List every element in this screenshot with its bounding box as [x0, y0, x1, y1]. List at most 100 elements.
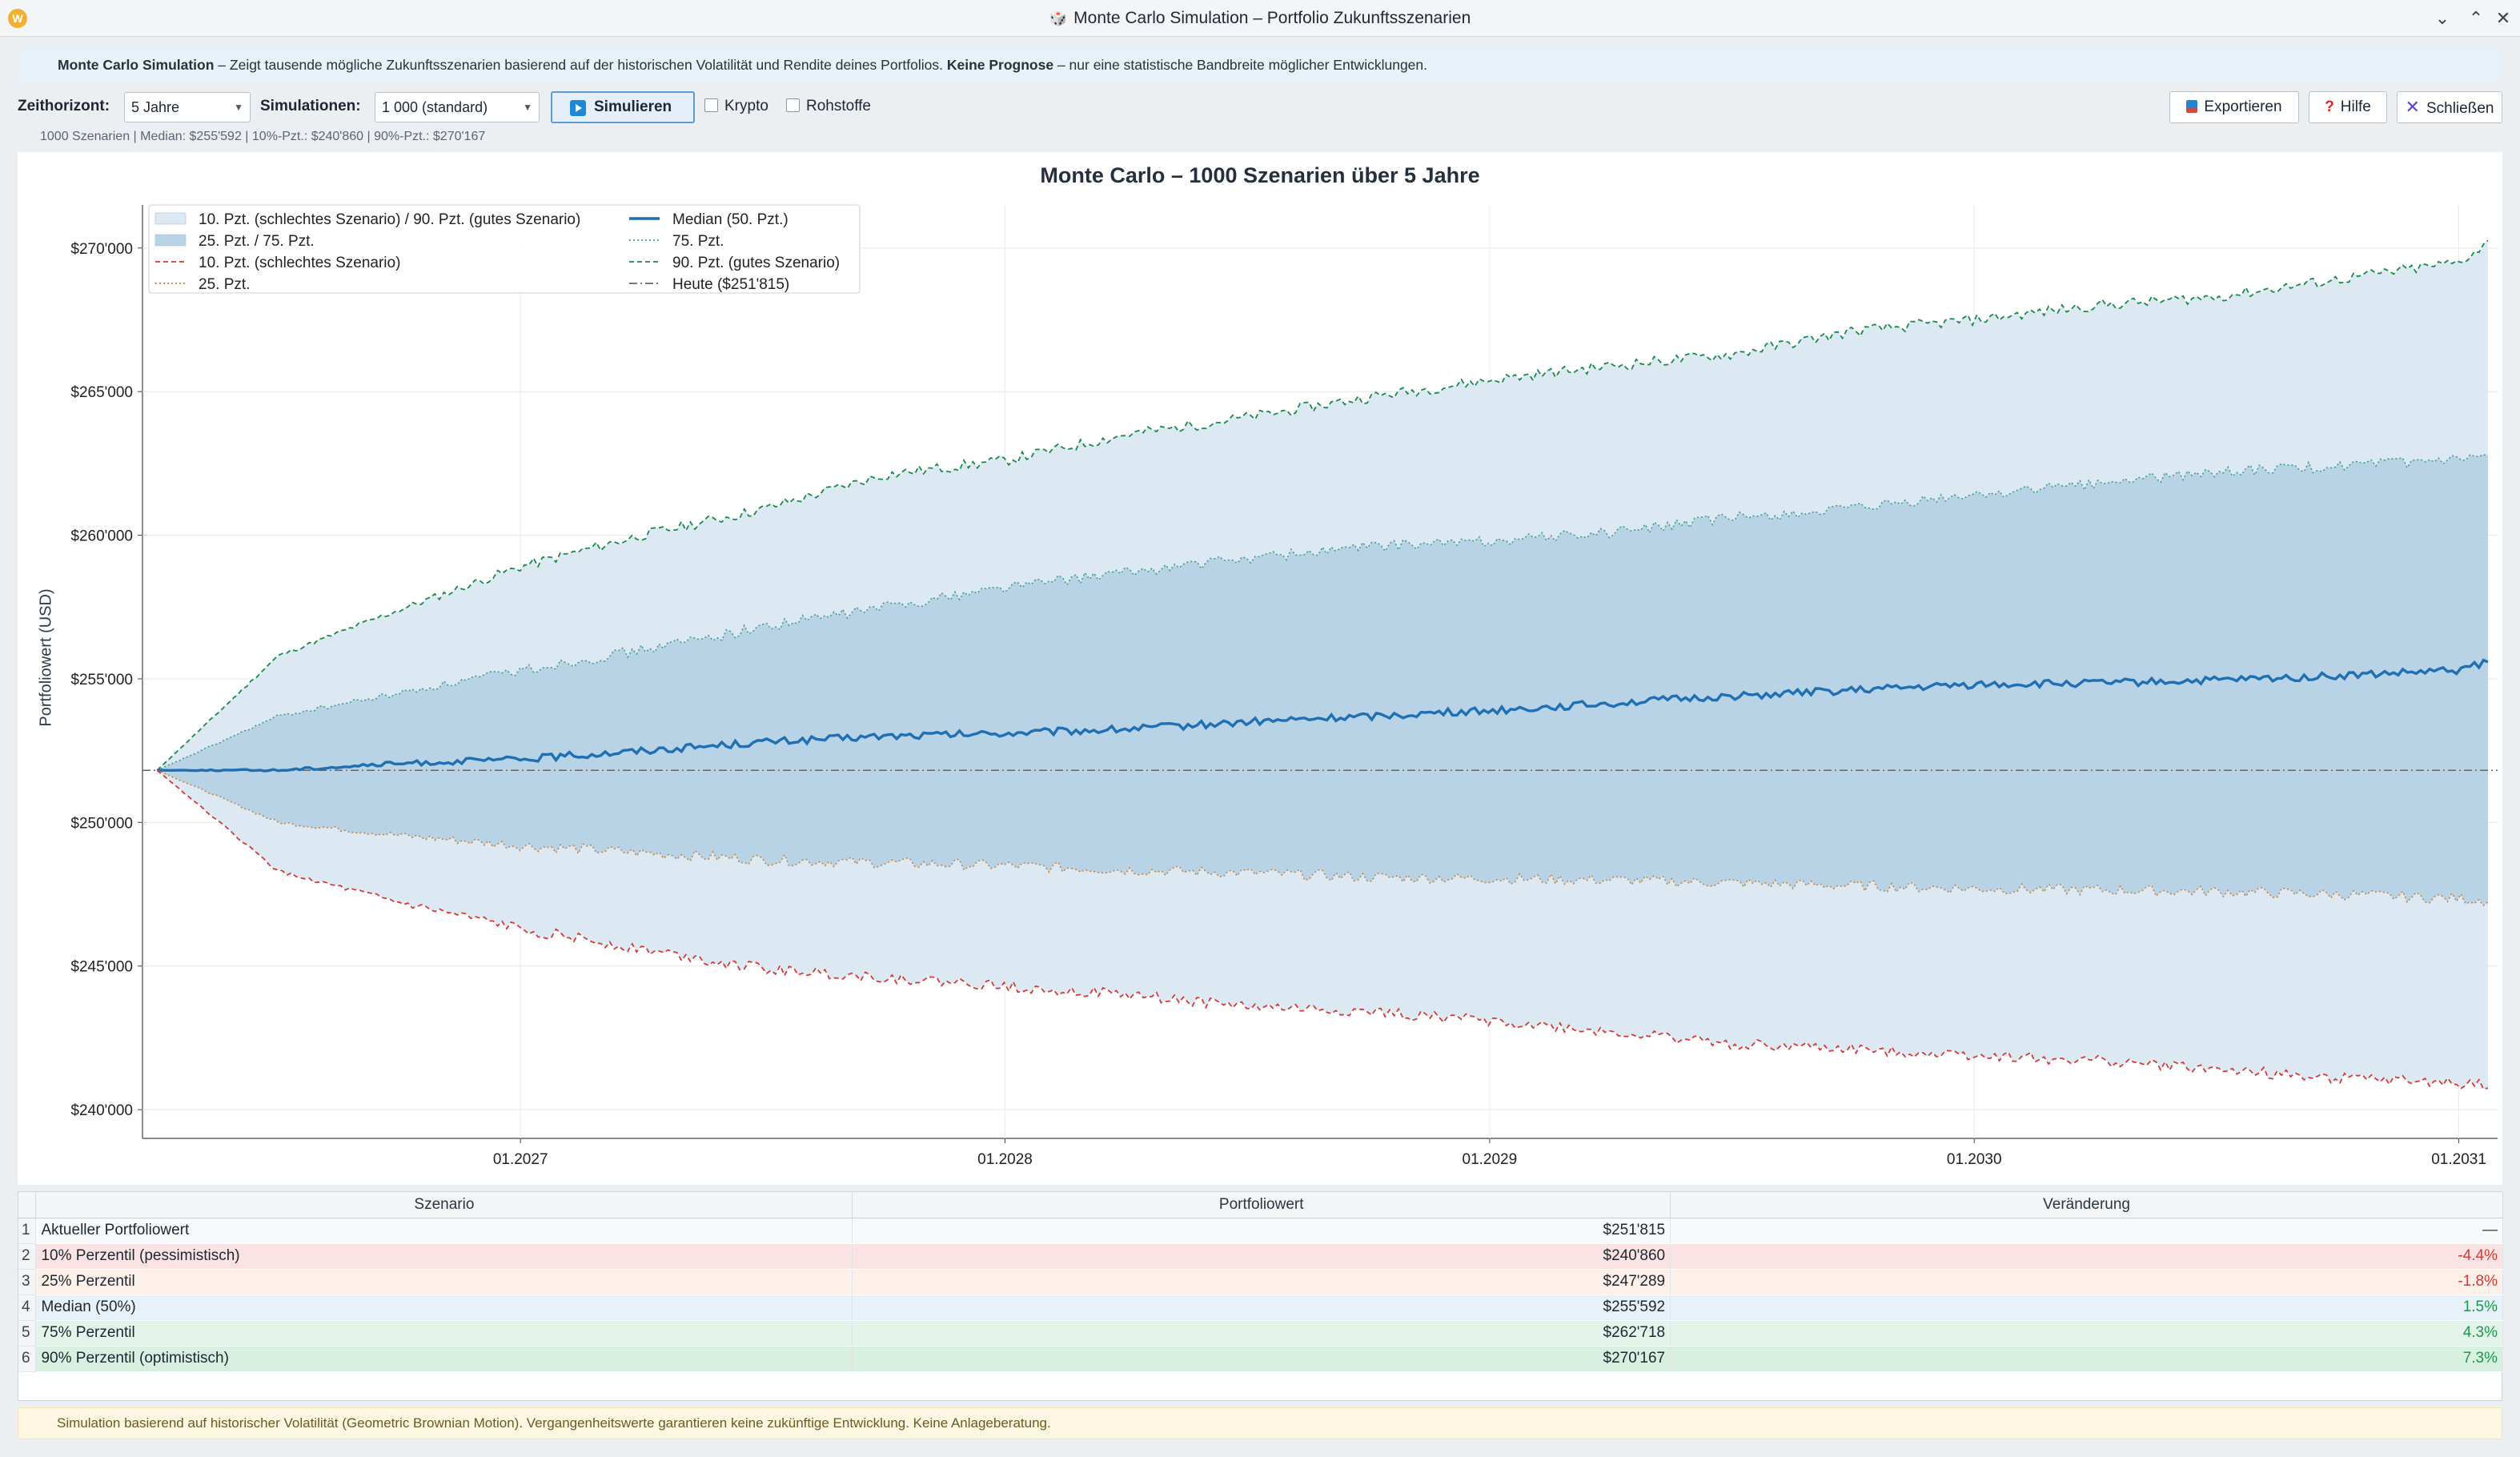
help-icon: ? [2325, 98, 2334, 115]
value-cell: $251'815 [852, 1218, 1671, 1244]
row-index: 5 [18, 1320, 37, 1347]
change-cell: 4.3% [1670, 1320, 2503, 1347]
scenario-cell: 75% Perzentil [35, 1320, 853, 1347]
play-icon [570, 100, 586, 116]
value-cell: $262'718 [852, 1320, 1671, 1347]
x-tick-label: 01.2030 [1947, 1151, 2002, 1168]
checkbox-box [704, 98, 718, 112]
scenario-cell: 10% Perzentil (pessimistisch) [35, 1243, 853, 1270]
x-tick-label: 01.2031 [2431, 1151, 2486, 1168]
y-tick-label: $240'000 [70, 1102, 133, 1119]
help-button[interactable]: ? Hilfe [2309, 91, 2387, 123]
p25-line [156, 769, 2489, 907]
horizon-label: Zeithorizont: [18, 98, 110, 114]
info-banner-text: – Zeigt tausende mögliche Zukunftsszenar… [214, 57, 947, 73]
info-banner: Monte Carlo Simulation – Zeigt tausende … [18, 46, 2502, 83]
row-index: 6 [18, 1346, 37, 1372]
info-banner-text-2: – nur eine statistische Bandbreite mögli… [1053, 57, 1427, 73]
change-cell: 7.3% [1670, 1346, 2503, 1372]
chart-title: Monte Carlo – 1000 Szenarien über 5 Jahr… [1040, 163, 1480, 187]
legend-label: Heute ($251'815) [672, 276, 789, 293]
toolbar: Zeithorizont: 5 Jahre ▼ Simulationen: 1 … [18, 90, 2502, 125]
minimize-button[interactable]: ⌄ [2430, 6, 2454, 30]
change-cell: -4.4% [1670, 1243, 2503, 1270]
change-cell: — [1670, 1218, 2503, 1244]
maximize-button[interactable]: ⌃ [2464, 6, 2488, 30]
simulations-select-value: 1 000 (standard) [382, 99, 488, 115]
app-logo-icon: W [8, 9, 27, 28]
scenario-cell: Median (50%) [35, 1294, 853, 1321]
chart-panel: Monte Carlo – 1000 Szenarien über 5 Jahr… [18, 152, 2502, 1185]
y-tick-label: $250'000 [70, 815, 133, 832]
stats-summary: 1000 Szenarien | Median: $255'592 | 10%-… [40, 130, 486, 143]
export-button[interactable]: Exportieren [2169, 91, 2299, 123]
legend-box [148, 204, 861, 294]
dropdown-arrow-icon: ▼ [234, 102, 243, 113]
column-header-scenario[interactable]: Szenario [35, 1192, 853, 1218]
x-tick-label: 01.2029 [1463, 1151, 1518, 1168]
legend-label: 10. Pzt. (schlechtes Szenario) / 90. Pzt… [199, 211, 580, 228]
results-table: Szenario Portfoliowert Veränderung 1 Aktu… [18, 1192, 2503, 1372]
scenario-cell: 25% Perzentil [35, 1269, 853, 1295]
x-tick-label: 01.2028 [977, 1151, 1033, 1168]
window-titlebar: W 🎲 Monte Carlo Simulation – Portfolio Zu… [0, 0, 2520, 37]
legend-label: 10. Pzt. (schlechtes Szenario) [199, 255, 400, 271]
y-tick-label: $255'000 [70, 672, 133, 688]
row-index: 3 [18, 1269, 37, 1295]
change-cell: 1.5% [1670, 1294, 2503, 1321]
legend-label: Median (50. Pzt.) [672, 211, 789, 228]
horizon-select[interactable]: 5 Jahre ▼ [124, 92, 251, 122]
scenario-cell: Aktueller Portfoliowert [35, 1218, 853, 1244]
table-header-row: Szenario Portfoliowert Veränderung [18, 1192, 2503, 1218]
monte-carlo-chart: $240'000 $245'000 $250'000 $255'000 $260'000… [70, 204, 2498, 1168]
close-button[interactable]: ✕ Schließen [2397, 91, 2502, 123]
column-header-value[interactable]: Portfoliowert [852, 1192, 1671, 1218]
table-row[interactable]: 4 Median (50%) $255'592 1.5% [18, 1294, 2503, 1321]
value-cell: $255'592 [852, 1294, 1671, 1321]
x-tick-label: 01.2027 [493, 1151, 548, 1168]
simulate-button-label: Simulieren [594, 98, 672, 115]
y-tick-label: $270'000 [70, 241, 133, 258]
help-button-label: Hilfe [2340, 98, 2371, 115]
y-tick-label: $265'000 [70, 384, 133, 401]
results-table-panel: Szenario Portfoliowert Veränderung 1 Aktu… [18, 1191, 2503, 1401]
close-icon: ✕ [2495, 8, 2511, 28]
table-row[interactable]: 2 10% Perzentil (pessimistisch) $240'860 -4… [18, 1243, 2503, 1270]
export-button-label: Exportieren [2204, 98, 2282, 115]
table-row[interactable]: 6 90% Perzentil (optimistisch) $270'167 7.3… [18, 1346, 2503, 1372]
row-index: 4 [18, 1294, 37, 1321]
checkbox-box [786, 98, 800, 112]
simulations-select[interactable]: 1 000 (standard) ▼ [375, 92, 540, 122]
commodities-checkbox-label: Rohstoffe [806, 98, 871, 114]
median-line [157, 658, 2489, 773]
legend-patch [154, 212, 187, 225]
column-header-change[interactable]: Veränderung [1670, 1192, 2503, 1218]
dropdown-arrow-icon: ▼ [523, 102, 532, 113]
simulate-button[interactable]: Simulieren [551, 91, 695, 123]
table-row[interactable]: 1 Aktueller Portfoliowert $251'815— [18, 1218, 2503, 1244]
crypto-checkbox-label: Krypto [724, 98, 768, 114]
close-icon: ✕ [2405, 97, 2420, 117]
horizon-select-value: 5 Jahre [131, 99, 180, 115]
legend-label: 75. Pzt. [672, 233, 724, 250]
scenario-cell: 90% Perzentil (optimistisch) [35, 1346, 853, 1372]
dice-icon: 🎲 [1049, 10, 1068, 26]
chevron-down-icon: ⌄ [2434, 8, 2450, 28]
value-cell: $240'860 [852, 1243, 1671, 1270]
chevron-up-icon: ⌃ [2468, 8, 2484, 28]
row-index-header [18, 1192, 37, 1218]
legend-label: 25. Pzt. / 75. Pzt. [199, 233, 315, 250]
change-cell: -1.8% [1670, 1269, 2503, 1295]
commodities-checkbox[interactable]: Rohstoffe [786, 98, 871, 115]
row-index: 1 [18, 1218, 37, 1244]
window-close-button[interactable]: ✕ [2491, 6, 2515, 30]
simulations-label: Simulationen: [260, 98, 361, 114]
value-cell: $270'167 [852, 1346, 1671, 1372]
crypto-checkbox[interactable]: Krypto [704, 98, 768, 115]
table-row[interactable]: 3 25% Perzentil $247'289 -1.8% [18, 1269, 2503, 1295]
table-row[interactable]: 5 75% Perzentil $262'718 4.3% [18, 1320, 2503, 1347]
export-icon [2186, 100, 2198, 113]
y-tick-label: $260'000 [70, 528, 133, 545]
window-title: 🎲 Monte Carlo Simulation – Portfolio Zuku… [0, 0, 2520, 37]
close-button-label: Schließen [2426, 100, 2494, 117]
